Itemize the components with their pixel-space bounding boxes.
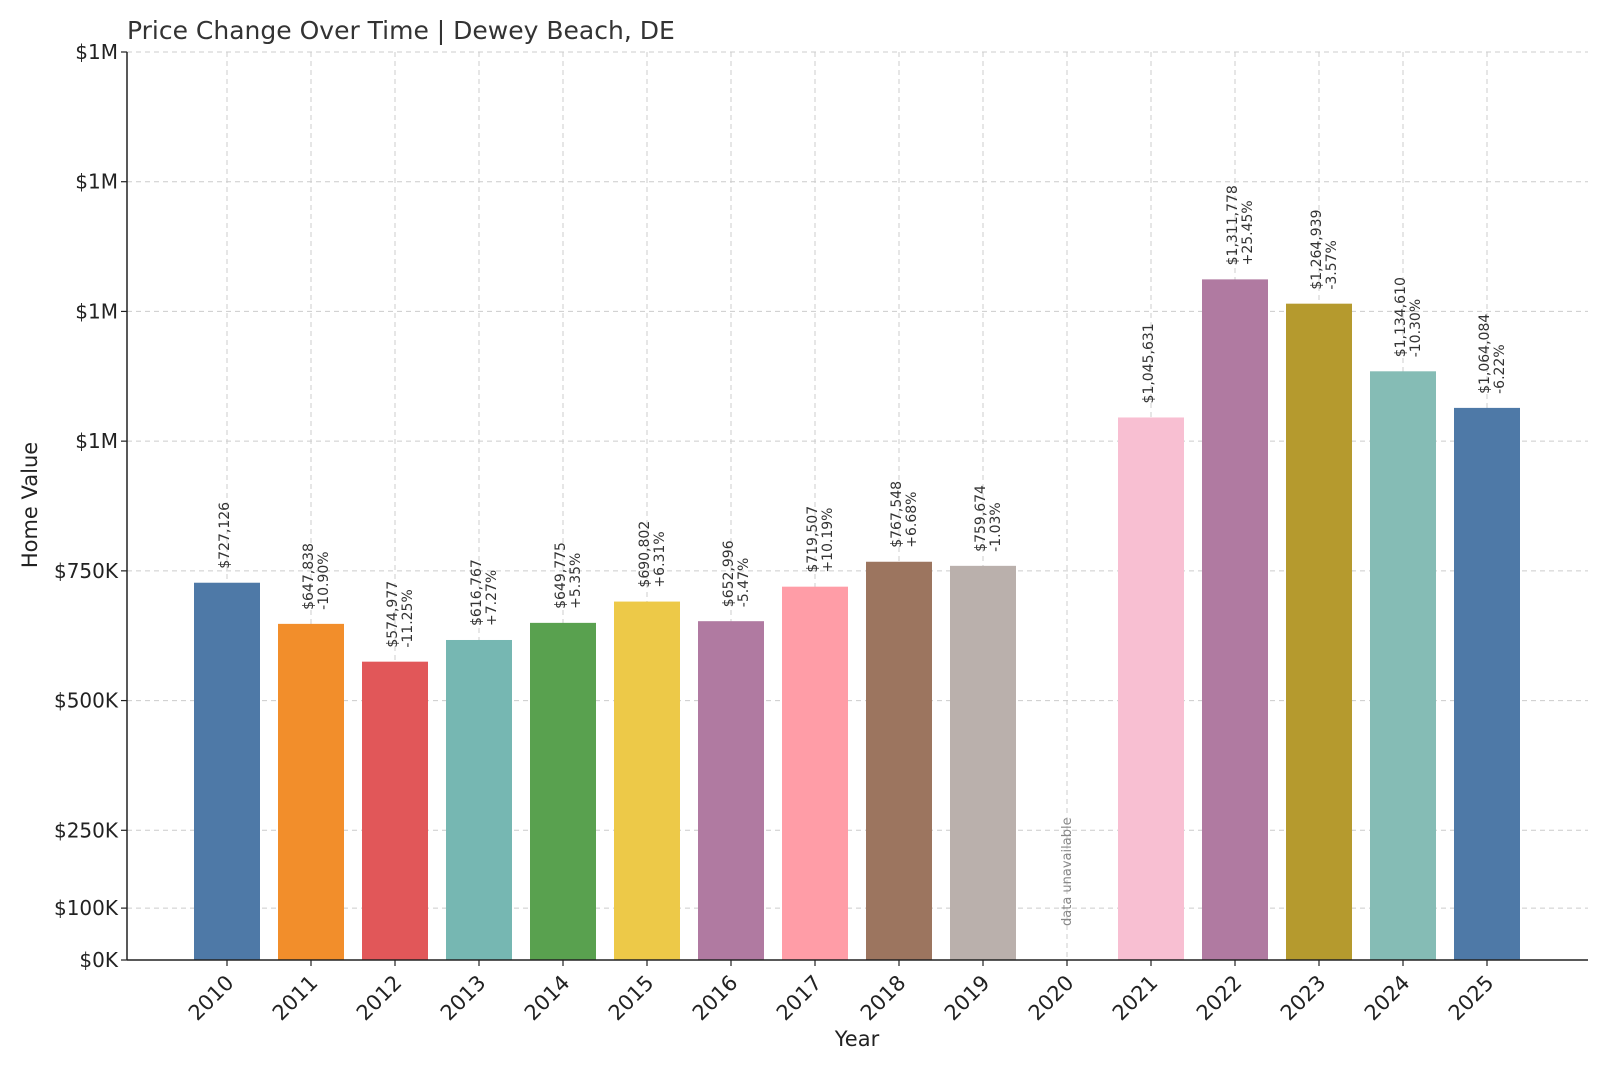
bar-2021: [1118, 417, 1184, 960]
bar-value-label: $616,767+7.27%: [469, 559, 500, 626]
bar-change-text: +10.19%: [820, 508, 836, 573]
bar-value-label: $652,996-5.47%: [721, 540, 752, 607]
bar-2019: [950, 565, 1016, 960]
bars-layer: [194, 279, 1520, 960]
y-tick-label: $100K: [54, 896, 119, 920]
bar-value-text: $649,775: [553, 542, 569, 609]
bar-value-label: $759,674-1.03%: [973, 485, 1004, 552]
x-tick-label: 2017: [772, 971, 827, 1026]
bar-change-text: +6.68%: [904, 492, 920, 548]
bar-2011: [278, 623, 344, 960]
bar-value-text: $616,767: [469, 559, 485, 626]
y-tick-label: $1M: [75, 40, 118, 64]
y-tick-label: $500K: [54, 689, 119, 713]
grid-layer: [127, 51, 1588, 961]
bar-value-text: $1,134,610: [1393, 277, 1409, 357]
x-tick-label: 2018: [856, 971, 911, 1026]
bar-2022: [1202, 279, 1268, 960]
bar-value-label: $649,775+5.35%: [553, 542, 584, 609]
bar-value-text: $719,507: [805, 506, 821, 573]
y-tick-label: $750K: [54, 559, 119, 583]
y-tick-label: $1M: [75, 299, 118, 323]
bar-change-text: -10.30%: [1408, 299, 1424, 357]
bar-change-text: -10.90%: [316, 551, 332, 609]
bar-change-text: -1.03%: [988, 502, 1004, 552]
bar-value-label: $1,264,939-3.57%: [1309, 210, 1340, 290]
bar-2010: [194, 582, 260, 960]
bar-value-text: $647,838: [301, 543, 317, 610]
bar-2012: [362, 661, 428, 960]
chart-title: Price Change Over Time | Dewey Beach, DE: [127, 16, 675, 45]
bar-value-label: $719,507+10.19%: [805, 506, 836, 573]
bar-value-label: $767,548+6.68%: [889, 481, 920, 548]
bar-value-text: $574,977: [385, 581, 401, 648]
x-tick-label: 2024: [1360, 971, 1415, 1026]
bar-change-text: +7.27%: [484, 570, 500, 626]
bar-value-text: $1,045,631: [1141, 323, 1157, 403]
missing-data-note: data unavailable: [1060, 817, 1075, 926]
y-tick-label: $0K: [79, 948, 118, 972]
y-tick-label: $1M: [75, 170, 118, 194]
bar-value-text: $1,311,778: [1225, 185, 1241, 265]
bar-value-text: $690,802: [637, 521, 653, 588]
bar-2018: [866, 561, 932, 960]
bar-change-text: +5.35%: [568, 553, 584, 609]
bar-change-text: -11.25%: [400, 589, 416, 647]
bar-change-text: -3.57%: [1324, 240, 1340, 290]
bar-2014: [530, 622, 596, 960]
bar-value-text: $759,674: [973, 485, 989, 552]
x-tick-label: 2012: [352, 971, 407, 1026]
bar-value-label: $1,134,610-10.30%: [1393, 277, 1424, 357]
bar-2016: [698, 621, 764, 960]
x-tick-label: 2015: [604, 971, 659, 1026]
bar-value-label: $727,126: [217, 502, 233, 569]
bar-value-label: $1,311,778+25.45%: [1225, 185, 1256, 265]
x-tick-label: 2016: [688, 971, 743, 1026]
bar-2023: [1286, 303, 1352, 960]
x-tick-label: 2019: [940, 971, 995, 1026]
y-axis-label: Home Value: [18, 442, 42, 568]
bar-value-label: $690,802+6.31%: [637, 521, 668, 588]
bar-change-text: -5.47%: [736, 558, 752, 608]
bar-value-text: $1,064,084: [1477, 314, 1493, 394]
bar-2024: [1370, 371, 1436, 960]
x-tick-label: 2011: [268, 971, 323, 1026]
bar-value-label: $647,838-10.90%: [301, 543, 332, 610]
x-tick-label: 2021: [1108, 971, 1163, 1026]
x-tick-label: 2010: [184, 971, 239, 1026]
bar-2017: [782, 586, 848, 960]
bar-value-text: $727,126: [217, 502, 233, 569]
bar-2025: [1454, 407, 1520, 960]
x-tick-label: 2022: [1192, 971, 1247, 1026]
x-tick-label: 2025: [1444, 971, 1499, 1026]
bar-value-label: $1,064,084-6.22%: [1477, 314, 1508, 394]
x-tick-label: 2014: [520, 971, 575, 1026]
x-tick-label: 2020: [1024, 971, 1079, 1026]
bar-value-text: $767,548: [889, 481, 905, 548]
x-tick-label: 2013: [436, 971, 491, 1026]
bar-change-text: -6.22%: [1492, 344, 1508, 394]
labels-layer: $727,126 $647,838-10.90% $574,977-11.25% $6…: [217, 185, 1508, 926]
y-tick-label: $250K: [54, 818, 119, 842]
bar-2015: [614, 601, 680, 960]
bar-value-text: $652,996: [721, 540, 737, 607]
bar-value-label: $574,977-11.25%: [385, 581, 416, 648]
bar-value-text: $1,264,939: [1309, 210, 1325, 290]
x-tick-label: 2023: [1276, 971, 1331, 1026]
bar-2013: [446, 639, 512, 960]
bar-change-text: +6.31%: [652, 531, 668, 587]
y-tick-label: $1M: [75, 429, 118, 453]
bar-change-text: +25.45%: [1240, 200, 1256, 265]
bar-value-label: $1,045,631: [1141, 323, 1157, 403]
x-axis-label: Year: [834, 1027, 880, 1051]
